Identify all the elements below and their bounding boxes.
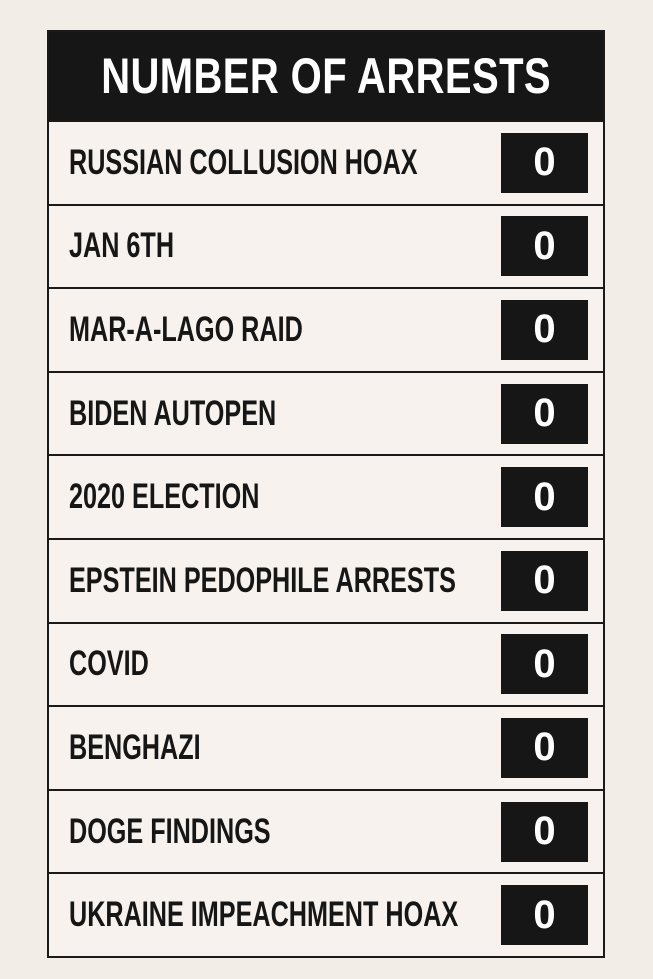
table-row: MAR-A-LAGO RAID 0 xyxy=(49,287,603,371)
row-label: JAN 6TH xyxy=(69,226,175,266)
table-row: 2020 ELECTION 0 xyxy=(49,454,603,538)
row-label: MAR-A-LAGO RAID xyxy=(69,309,303,349)
table-row: COVID 0 xyxy=(49,621,603,706)
row-count: 0 xyxy=(501,885,588,946)
table-row: EPSTEIN PEDOPHILE ARRESTS 0 xyxy=(49,537,603,622)
row-label: UKRAINE IMPEACHMENT HOAX xyxy=(69,895,459,935)
table-row: JAN 6TH 0 xyxy=(49,203,603,288)
table-row: BIDEN AUTOPEN 0 xyxy=(49,370,603,455)
row-count: 0 xyxy=(501,132,588,193)
row-label: DOGE FINDINGS xyxy=(69,811,271,851)
table-row: UKRAINE IMPEACHMENT HOAX 0 xyxy=(49,872,603,956)
table-row: DOGE FINDINGS 0 xyxy=(49,788,603,873)
row-count: 0 xyxy=(501,550,588,611)
table-header: NUMBER OF ARRESTS xyxy=(49,32,603,120)
table: NUMBER OF ARRESTS RUSSIAN COLLUSION HOAX… xyxy=(47,30,605,958)
row-label: 2020 ELECTION xyxy=(69,477,260,517)
table-row: BENGHAZI 0 xyxy=(49,705,603,789)
row-label: BENGHAZI xyxy=(69,727,201,767)
table-row: RUSSIAN COLLUSION HOAX 0 xyxy=(49,120,603,204)
row-label: COVID xyxy=(69,644,149,684)
row-label: RUSSIAN COLLUSION HOAX xyxy=(69,142,418,182)
row-count: 0 xyxy=(501,801,588,862)
row-count: 0 xyxy=(501,299,588,360)
table-title: NUMBER OF ARRESTS xyxy=(101,48,551,104)
row-label: EPSTEIN PEDOPHILE ARRESTS xyxy=(69,560,456,600)
row-label: BIDEN AUTOPEN xyxy=(69,393,277,433)
row-count: 0 xyxy=(501,383,588,444)
row-count: 0 xyxy=(501,634,588,695)
row-count: 0 xyxy=(501,216,588,277)
row-count: 0 xyxy=(501,717,588,778)
row-count: 0 xyxy=(501,467,588,528)
